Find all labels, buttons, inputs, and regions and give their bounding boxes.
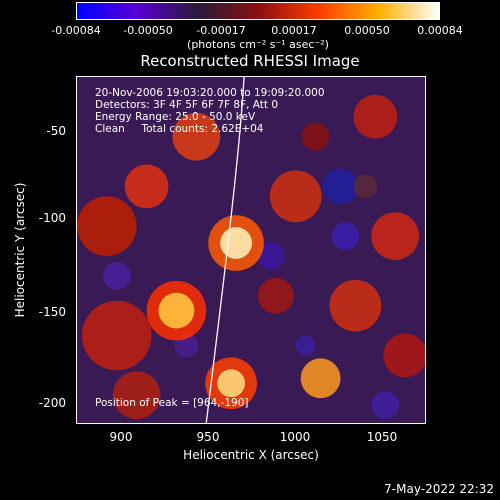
- x-tick: 950: [196, 430, 220, 444]
- algorithm-counts: Clean Total counts: 2.62E+04: [95, 123, 264, 135]
- colorbar-tick: 0.00084: [417, 24, 463, 37]
- emission-blob: [383, 333, 425, 378]
- emission-blob: [77, 196, 137, 256]
- emission-blob: [124, 164, 169, 209]
- emission-blob: [300, 358, 341, 399]
- x-tick: 1000: [279, 430, 311, 444]
- y-tick: -100: [38, 211, 66, 225]
- y-tick: -50: [46, 124, 66, 138]
- y-tick: -150: [38, 305, 66, 319]
- rhessi-image: 20-Nov-2006 19:03:20.000 to 19:09:20.000…: [76, 76, 426, 424]
- emission-blob: [269, 170, 322, 223]
- emission-blob: [322, 168, 359, 205]
- plot-timestamp: 7-May-2022 22:32: [384, 482, 494, 496]
- emission-blob: [81, 300, 152, 371]
- x-tick: 900: [109, 430, 133, 444]
- y-axis-label: Heliocentric Y (arcsec): [13, 182, 27, 318]
- emission-blob: [256, 242, 285, 270]
- emission-blob: [172, 112, 221, 161]
- emission-blob: [158, 292, 195, 329]
- emission-blob: [371, 212, 420, 260]
- peak-position: Position of Peak = [964,-190]: [95, 397, 249, 409]
- detectors: Detectors: 3F 4F 5F 6F 7F 8F, Att 0: [95, 99, 279, 111]
- x-axis-label: Heliocentric X (arcsec): [183, 448, 319, 462]
- emission-blob: [353, 94, 398, 139]
- plot-title: Reconstructed RHESSI Image: [140, 52, 360, 70]
- emission-blob: [329, 279, 382, 332]
- time-range: 20-Nov-2006 19:03:20.000 to 19:09:20.000: [95, 87, 325, 99]
- colorbar-tick: -0.00084: [51, 24, 101, 37]
- colorbar-units: (photons cm⁻² s⁻¹ asec⁻²): [187, 38, 329, 51]
- x-tick: 1050: [366, 430, 398, 444]
- emission-blob: [102, 261, 131, 290]
- emission-blob: [257, 277, 294, 314]
- colorbar-tick: 0.00017: [271, 24, 317, 37]
- emission-blob: [301, 122, 330, 151]
- colorbar: [76, 2, 440, 20]
- colorbar-tick: -0.00017: [196, 24, 246, 37]
- image-map: [77, 77, 425, 423]
- emission-blob: [353, 174, 378, 199]
- emission-blob: [295, 335, 316, 356]
- emission-blob: [112, 371, 161, 420]
- energy-range: Energy Range: 25.0 - 50.0 keV: [95, 111, 256, 123]
- emission-blob: [220, 227, 252, 259]
- colorbar-tick: -0.00050: [123, 24, 173, 37]
- solar-limb-line: [205, 77, 245, 423]
- emission-blob: [371, 391, 400, 420]
- colorbar-tick: 0.00050: [344, 24, 390, 37]
- emission-blob: [217, 369, 246, 398]
- emission-blob: [331, 222, 360, 250]
- y-tick: -200: [38, 396, 66, 410]
